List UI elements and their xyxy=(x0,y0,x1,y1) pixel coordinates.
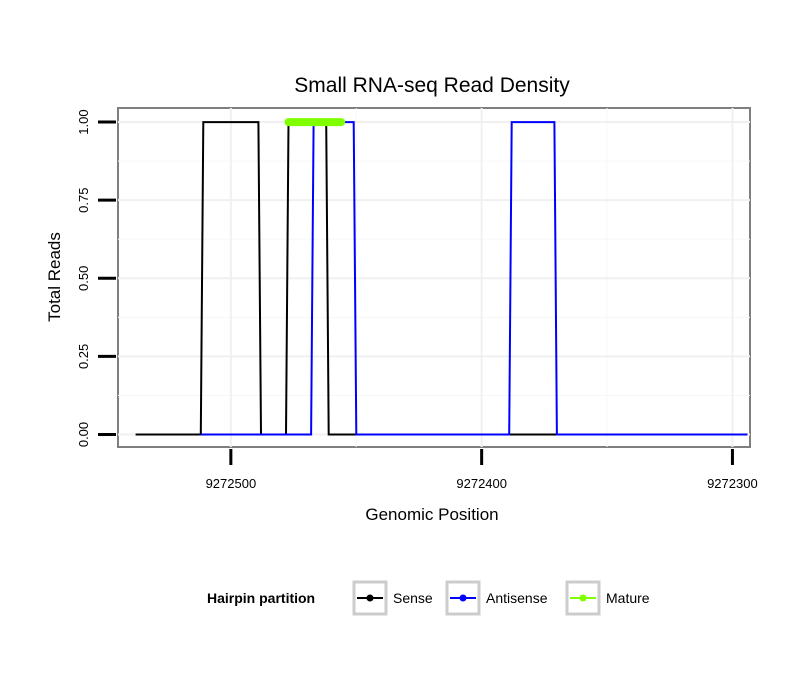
legend-item-antisense: Antisense xyxy=(445,580,548,616)
x-tick-label: 9272300 xyxy=(707,476,758,491)
legend-label: Antisense xyxy=(486,590,548,606)
legend-item-sense: Sense xyxy=(352,580,433,616)
x-tick-label: 9272400 xyxy=(456,476,507,491)
legend-label: Sense xyxy=(393,590,433,606)
y-tick-label: 0.50 xyxy=(76,266,91,291)
series-line-antisense xyxy=(200,121,748,436)
x-axis-title: Genomic Position xyxy=(365,505,498,524)
legend-title: Hairpin partition xyxy=(207,590,315,606)
x-tick-label: 9272500 xyxy=(206,476,257,491)
legend-key-point xyxy=(366,594,374,602)
legend-key-point xyxy=(459,594,467,602)
y-tick-label: 0.00 xyxy=(76,422,91,447)
legend-item-mature: Mature xyxy=(565,580,650,616)
legend-key-point xyxy=(579,594,587,602)
legend-label: Mature xyxy=(606,590,650,606)
series-lines xyxy=(135,118,748,436)
chart-title: Small RNA-seq Read Density xyxy=(294,74,570,97)
y-axis-title: Total Reads xyxy=(45,232,64,322)
legend: Hairpin partition Sense Antisense Mature xyxy=(207,580,650,616)
y-tick-label: 1.00 xyxy=(76,109,91,134)
y-tick-label: 0.25 xyxy=(76,344,91,369)
y-tick-label: 0.75 xyxy=(76,188,91,213)
axes: 0.00 0.25 0.50 0.75 1.00 9272500 9272400 927230… xyxy=(76,109,758,491)
